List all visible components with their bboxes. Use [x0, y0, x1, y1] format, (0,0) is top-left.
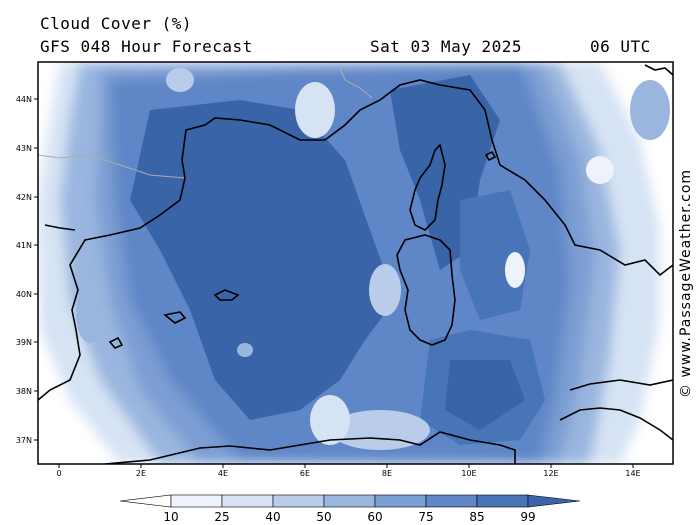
colorbar-segment: [221, 494, 274, 508]
lat-label: 40N: [16, 290, 32, 299]
forecast-model-label: GFS 048 Hour Forecast: [40, 37, 253, 56]
colorbar: [119, 494, 581, 508]
colorbar-label: 25: [214, 510, 229, 524]
colorbar-min-arrow: [119, 494, 172, 508]
colorbar-label: 99: [520, 510, 535, 524]
colorbar-label: 75: [418, 510, 433, 524]
colorbar-label: 60: [367, 510, 382, 524]
colorbar-segment: [476, 494, 529, 508]
coastlines: [38, 64, 673, 464]
lat-label: 41N: [16, 241, 32, 250]
lat-label: 42N: [16, 193, 32, 202]
colorbar-segment: [425, 494, 478, 508]
cloud-field: [38, 62, 673, 464]
copyright-credit: © www.PassageWeather.com: [678, 168, 694, 398]
lat-label: 38N: [16, 387, 32, 396]
lon-label: 14E: [625, 469, 640, 478]
colorbar-label: 85: [469, 510, 484, 524]
lon-label: 2E: [136, 469, 146, 478]
map-frame: [37, 61, 674, 465]
lat-label: 39N: [16, 338, 32, 347]
map-title: Cloud Cover (%): [40, 14, 192, 33]
axis-ticks: [34, 98, 634, 468]
colorbar-segment: [323, 494, 376, 508]
forecast-date-label: Sat 03 May 2025: [370, 37, 522, 56]
lon-label: 10E: [461, 469, 476, 478]
colorbar-segment: [272, 494, 325, 508]
colorbar-max-arrow: [527, 494, 581, 508]
lat-label: 37N: [16, 436, 32, 445]
country-borders: [38, 67, 373, 179]
lat-label: 44N: [16, 95, 32, 104]
colorbar-segment: [374, 494, 427, 508]
forecast-time-label: 06 UTC: [590, 37, 651, 56]
colorbar-label: 10: [163, 510, 178, 524]
lon-label: 12E: [543, 469, 558, 478]
lat-label: 43N: [16, 144, 32, 153]
lon-label: 8E: [382, 469, 392, 478]
lon-label: 4E: [218, 469, 228, 478]
colorbar-label: 40: [265, 510, 280, 524]
colorbar-segment: [170, 494, 223, 508]
lon-label: 6E: [300, 469, 310, 478]
lon-label: 0: [56, 469, 61, 478]
colorbar-label: 50: [316, 510, 331, 524]
